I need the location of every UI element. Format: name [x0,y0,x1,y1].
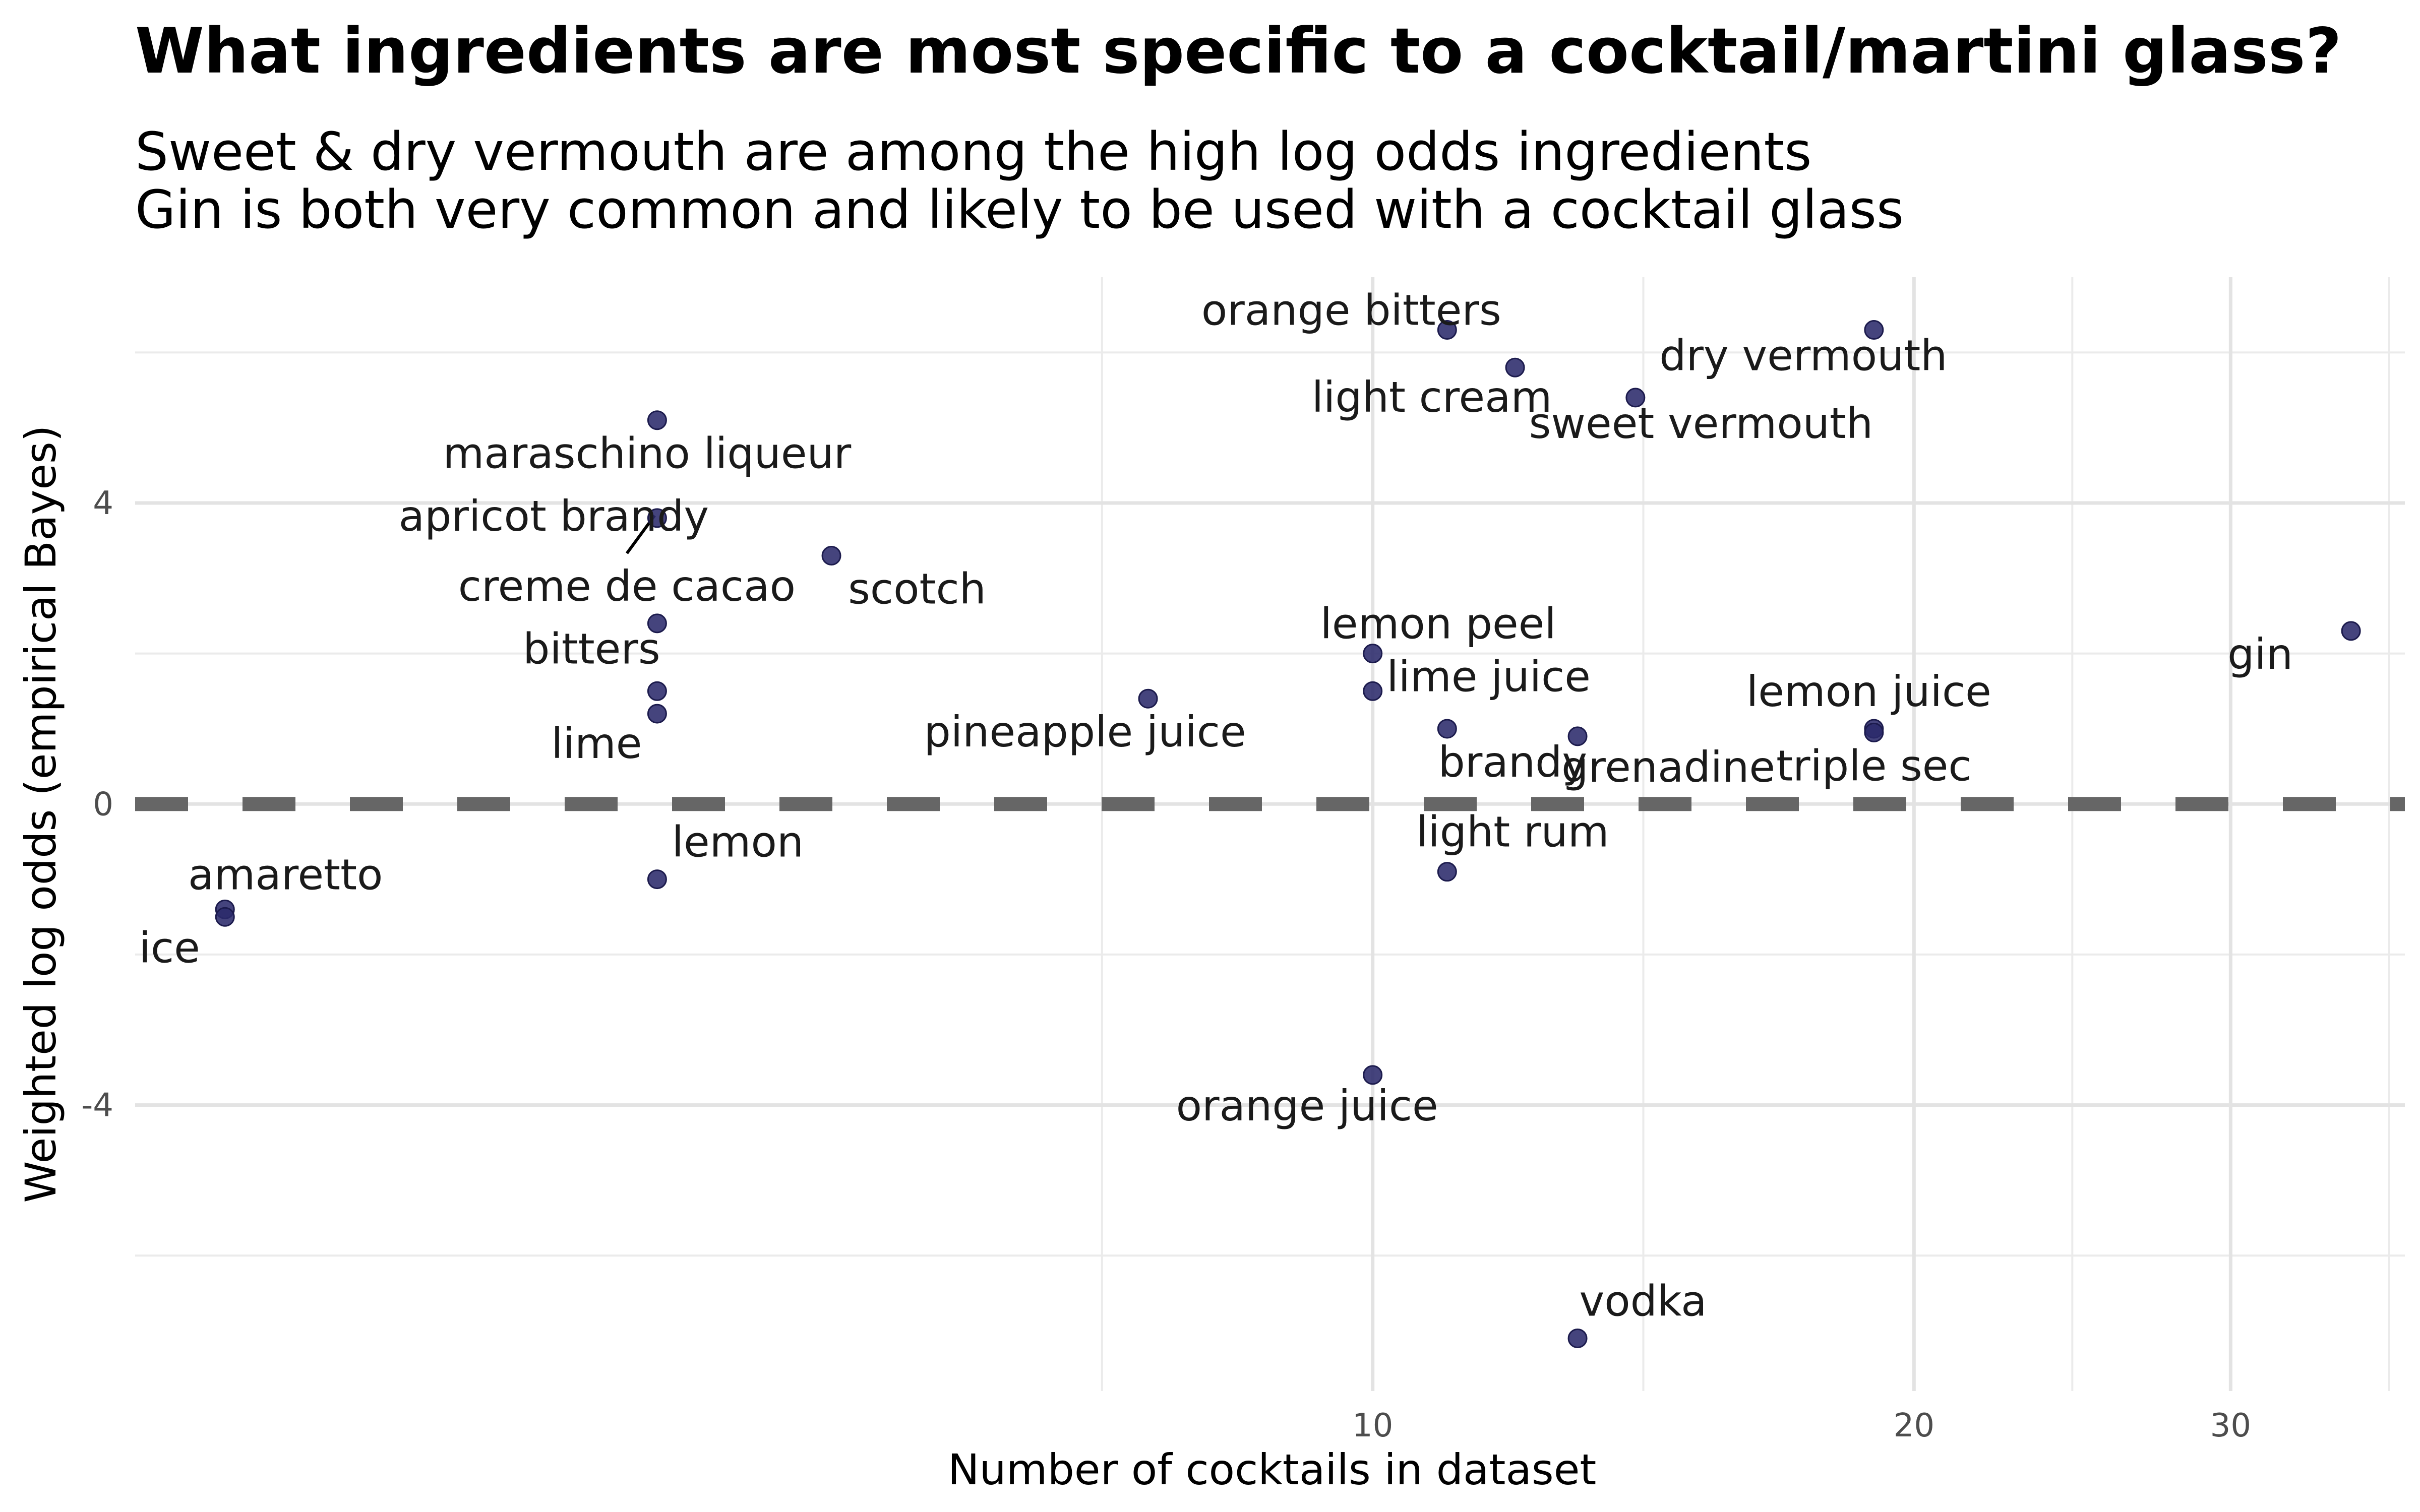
point-label: bitters [523,624,660,673]
data-point [2341,621,2361,641]
x-tick-label: 20 [1894,1407,1934,1444]
point-label: dry vermouth [1659,331,1947,381]
point-label: apricot brandy [399,491,709,541]
x-tick-label: 10 [1352,1407,1393,1444]
data-point [215,907,235,927]
y-tick-label: 0 [93,786,113,823]
point-label: lemon juice [1746,667,1991,716]
data-point [647,508,667,528]
point-label: brandy [1438,737,1588,787]
data-point [647,704,667,724]
point-label: creme de cacao [458,561,796,611]
y-axis-tick-labels: -4 0 4 [81,485,113,1124]
data-point [647,681,667,701]
y-tick-label: 4 [93,485,113,522]
data-point [1567,1328,1588,1348]
point-label: light cream [1312,372,1552,422]
y-tick-label: -4 [81,1087,113,1124]
chart-subtitle-line-2: Gin is both very common and likely to be… [135,179,1904,240]
data-points [215,320,2361,1348]
data-point [1138,688,1158,709]
point-label: orange juice [1176,1081,1438,1130]
x-axis-tick-labels: 10 20 30 [1352,1407,2251,1444]
point-label: lemon [672,817,804,867]
point-label: orange bitters [1201,286,1501,335]
point-label: lemon peel [1320,599,1556,649]
point-label: lime juice [1386,652,1591,701]
point-label: vodka [1580,1276,1707,1326]
point-label: sweet vermouth [1529,399,1873,448]
data-point [647,869,667,890]
major-gridlines [135,277,2405,1391]
point-label: light rum [1416,807,1609,857]
data-point [1567,726,1588,746]
data-point [1437,862,1457,882]
x-tick-label: 30 [2210,1407,2251,1444]
chart-subtitle-line-1: Sweet & dry vermouth are among the high … [135,121,1812,182]
data-point [1625,388,1646,408]
data-point [1363,1065,1383,1085]
point-label: scotch [848,564,986,614]
point-label: gin [2227,629,2293,679]
data-point [1437,320,1457,340]
data-point [647,410,667,430]
data-point [1864,722,1884,742]
y-axis-title: Weighted log odds (empirical Bayes) [16,425,66,1203]
point-label: triple sec [1776,741,1971,790]
point-label: pineapple juice [924,707,1246,757]
point-label: maraschino liqueur [443,429,851,478]
data-point [1864,320,1884,340]
data-point [1437,719,1457,739]
point-label: ice [139,923,200,972]
point-labels: orange bitters dry vermouth light creamswe… [139,286,2293,1326]
point-label: lime [551,719,642,768]
chart-title: What ingredients are most specific to a … [135,15,2342,88]
data-point [647,613,667,634]
data-point [1363,644,1383,664]
point-label: amaretto [188,850,383,899]
data-point [1363,681,1383,701]
data-point [821,546,841,565]
minor-gridlines [135,277,2405,1391]
x-axis-title: Number of cocktails in dataset [948,1445,1597,1494]
point-label: grenadine [1561,742,1775,792]
data-point [1505,357,1525,377]
